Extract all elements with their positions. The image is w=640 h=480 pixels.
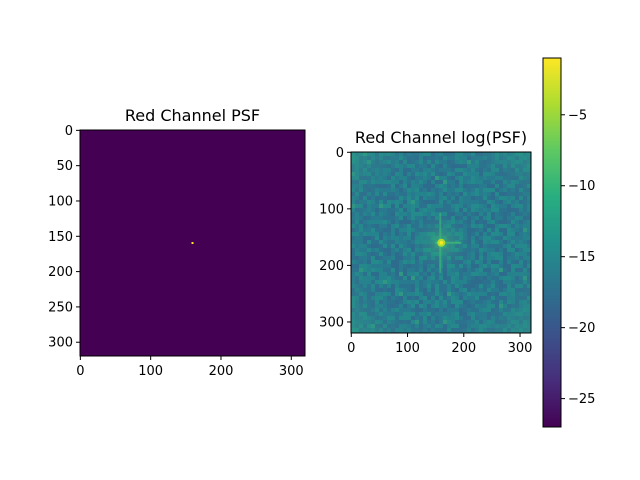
x-tick-label: 100: [138, 364, 163, 379]
colorbar: −5 −10 −15 −20 −25: [542, 57, 595, 428]
y-tick-label: 300: [48, 336, 73, 351]
y-tick-label: 200: [48, 265, 73, 280]
logpsf-panel: Red Channel log(PSF) 0 100 200 300 0 100 200 3…: [319, 128, 532, 356]
y-tick-label: 100: [319, 202, 344, 217]
colorbar-tick-label: −15: [568, 250, 595, 265]
psf-x-axis: 0 100 200 300: [76, 356, 304, 379]
colorbar-tick-label: −25: [568, 392, 595, 407]
x-tick-label: 300: [279, 364, 304, 379]
y-tick-label: 150: [48, 230, 73, 245]
logpsf-x-axis: 0 100 200 300: [347, 333, 532, 356]
x-tick-label: 200: [451, 341, 476, 356]
psf-peak: [191, 242, 194, 244]
colorbar-gradient: [542, 57, 562, 428]
logpsf-y-axis: 0 100 200 300: [319, 146, 351, 330]
y-tick-label: 0: [65, 124, 73, 139]
y-tick-label: 250: [48, 300, 73, 315]
x-tick-label: 0: [347, 341, 355, 356]
y-tick-label: 100: [48, 194, 73, 209]
logpsf-frame: [350, 151, 532, 334]
colorbar-tick-label: −10: [568, 179, 595, 194]
logpsf-title: Red Channel log(PSF): [355, 128, 527, 147]
colorbar-tick-label: −20: [568, 321, 595, 336]
y-tick-label: 200: [319, 259, 344, 274]
logpsf-peak-core: [439, 240, 444, 245]
psf-y-axis: 0 50 100 150 200 250 300: [48, 124, 80, 351]
y-tick-label: 50: [56, 159, 73, 174]
colorbar-ticks: −5 −10 −15 −20 −25: [561, 108, 595, 407]
logpsf-image: [351, 152, 531, 333]
x-tick-label: 200: [209, 364, 234, 379]
y-tick-label: 0: [336, 146, 344, 161]
x-tick-label: 300: [508, 341, 533, 356]
y-tick-label: 300: [319, 315, 344, 330]
x-tick-label: 0: [76, 364, 84, 379]
psf-panel: Red Channel PSF 0 100 200 300 0 50 100 150 200 2…: [48, 106, 306, 379]
colorbar-tick-label: −5: [568, 108, 587, 123]
x-tick-label: 100: [395, 341, 420, 356]
psf-title: Red Channel PSF: [125, 106, 260, 125]
